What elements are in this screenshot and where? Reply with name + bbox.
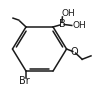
Text: Br: Br: [19, 76, 29, 86]
Text: O: O: [71, 47, 78, 57]
Text: B: B: [59, 20, 65, 29]
Text: OH: OH: [62, 9, 76, 18]
Text: OH: OH: [73, 21, 86, 30]
